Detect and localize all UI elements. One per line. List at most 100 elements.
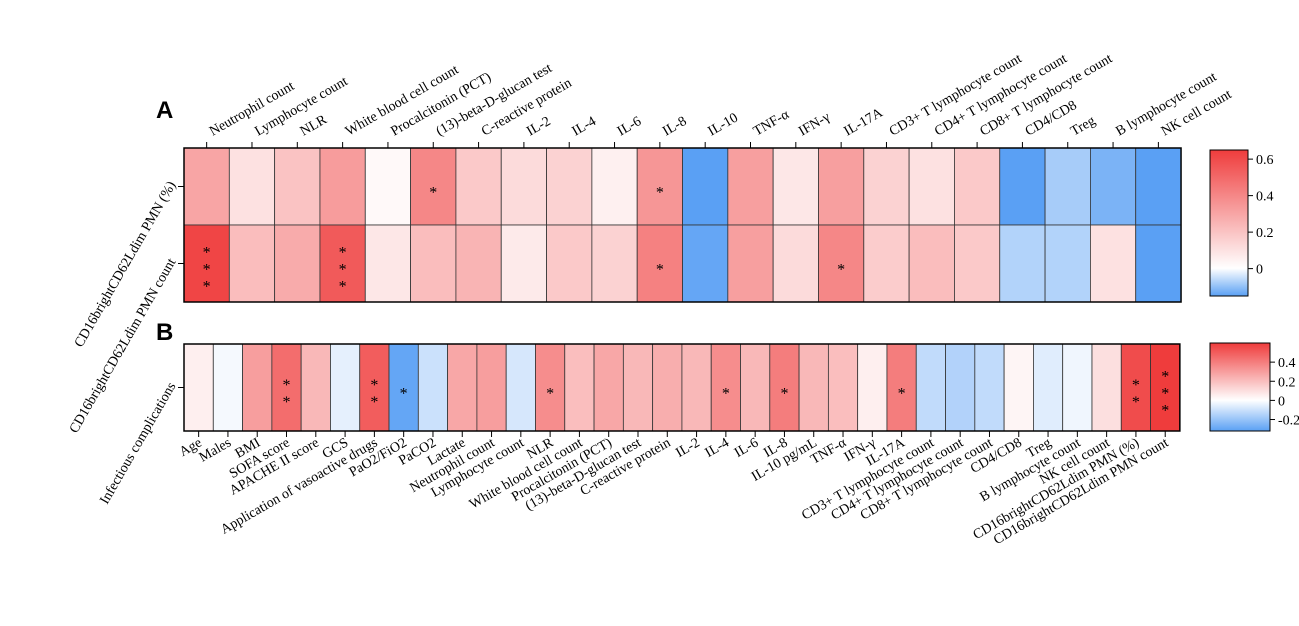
heatmap-a-cell-r1-c7 <box>500 224 547 303</box>
heatmap-a-cell-r0-c11 <box>682 147 729 226</box>
colorbar-a: 0.6 0.4 0.2 0 <box>1209 149 1274 297</box>
heatmap-a-significance-r1-c0: * <box>203 245 211 262</box>
colorbar-a-tick-label: 0.4 <box>1256 190 1274 205</box>
heatmap-a-cell-r1-c8 <box>546 224 593 303</box>
heatmap-a-cell-r0-c18 <box>999 147 1046 226</box>
heatmap-a-cell-r1-c10 <box>636 224 683 303</box>
heatmap-b-cell-r0-c11 <box>505 343 536 432</box>
heatmap-b-significance-r0-c33: * <box>1161 386 1169 403</box>
heatmap-a-frame <box>183 147 1182 303</box>
heatmap-b-cell-r0-c17 <box>681 343 712 432</box>
heatmap-a-cell-r1-c11 <box>682 224 729 303</box>
heatmap-a-cell-r1-c19 <box>1044 224 1091 303</box>
heatmap-a-significance-r0-c10: * <box>656 185 664 202</box>
heatmap-a-significance-r1-c14: * <box>837 262 845 279</box>
heatmap-a-cell-r1-c17 <box>954 224 1001 303</box>
colorbar-a-tick-label: 0.6 <box>1256 153 1274 168</box>
heatmap-b-cell-r0-c26 <box>945 343 976 432</box>
heatmap-a-significance-r1-c0: * <box>203 262 211 279</box>
heatmap-b-significance-r0-c20: * <box>780 386 788 403</box>
heatmap-a-x-label: IL-8 <box>660 114 689 139</box>
heatmap-b-cell-r0-c24 <box>886 343 917 432</box>
heatmap-b-cell-r0-c10 <box>476 343 507 432</box>
colorbar-b-tick-label: -0.2 <box>1278 414 1299 429</box>
heatmap-a-cell-r1-c1 <box>228 224 276 303</box>
heatmap-b-cell-r0-c21 <box>798 343 829 432</box>
heatmap-b-significance-r0-c24: * <box>898 386 906 403</box>
heatmap-b-significance-r0-c33: * <box>1161 369 1169 386</box>
heatmap-a-cell-r0-c20 <box>1090 147 1137 226</box>
heatmap-a-x-label: IL-4 <box>570 114 599 139</box>
heatmap-a-cell-r0-c9 <box>591 147 638 226</box>
heatmap-a-cell-r0-c10 <box>636 147 683 226</box>
panel-label-b: B <box>156 319 173 346</box>
heatmap-b-cell-r0-c2 <box>242 343 273 432</box>
heatmap-a-cell-r1-c20 <box>1090 224 1137 303</box>
colorbar-b-gradient <box>1209 342 1271 432</box>
heatmap-a-cell-r0-c19 <box>1044 147 1091 226</box>
heatmap-a-cell-r1-c0 <box>183 224 230 303</box>
heatmap-a-x-label: Treg <box>1068 114 1098 140</box>
heatmap-a-significance-r1-c3: * <box>339 245 347 262</box>
heatmap-b-cell-r0-c4 <box>300 343 331 432</box>
heatmap-a-cell-r0-c13 <box>772 147 819 226</box>
heatmap-a-cell-r0-c21 <box>1135 147 1182 226</box>
heatmap-b-cell-r0-c9 <box>447 343 478 432</box>
heatmap-a-cell-r1-c18 <box>999 224 1046 303</box>
heatmap-b-cell-r0-c5 <box>330 343 361 432</box>
heatmap-b-cell-r0-c23 <box>857 343 888 432</box>
heatmap-b-significance-r0-c6: * <box>370 377 378 394</box>
colorbar-b-tick-label: 0 <box>1278 394 1285 409</box>
heatmap-a-significance-r0-c5: * <box>429 185 437 202</box>
heatmap-a-cell-r0-c3 <box>319 147 366 226</box>
heatmap-b-cell-r0-c20 <box>769 343 800 432</box>
heatmap-a-cell-r1-c2 <box>274 224 321 303</box>
heatmap-a-significance-r1-c0: * <box>203 279 211 296</box>
heatmap-a-cell-r0-c17 <box>954 147 1001 226</box>
heatmap-a-x-label: IL-17A <box>842 105 887 139</box>
heatmap-a-cell-r0-c6 <box>455 147 502 226</box>
heatmap-b-significance-r0-c6: * <box>370 394 378 411</box>
colorbar-b-tick-label: 0.2 <box>1278 375 1296 390</box>
heatmap-a-cell-r1-c16 <box>908 224 955 303</box>
heatmap-b-x-label: IL-6 <box>732 435 761 460</box>
heatmap-b-significance-r0-c18: * <box>722 386 730 403</box>
heatmap-b-x-label: Males <box>197 435 234 465</box>
heatmap-a-cell-r1-c6 <box>455 224 502 303</box>
heatmap-a-x-label: TNF-α <box>751 107 792 140</box>
heatmap-b-cell-r0-c13 <box>564 343 595 432</box>
heatmap-a-cell-r1-c4 <box>364 224 411 303</box>
heatmap-a-x-label: NLR <box>298 112 330 139</box>
heatmap-b-significance-r0-c7: * <box>400 386 408 403</box>
heatmap-a-cell-r1-c13 <box>772 224 819 303</box>
heatmap-a-cell-r0-c8 <box>546 147 593 226</box>
heatmap-b-cell-r0-c14 <box>593 343 624 432</box>
heatmap-b-significance-r0-c12: * <box>546 386 554 403</box>
colorbar-a-tick-label: 0.2 <box>1256 226 1274 241</box>
heatmap-a-cell-r0-c15 <box>863 147 910 226</box>
heatmap-a-cell-r0-c5 <box>410 147 457 226</box>
heatmap-b-cell-r0-c27 <box>974 343 1005 432</box>
heatmap-a-cell-r0-c2 <box>274 147 321 226</box>
heatmap-a-cell-r0-c16 <box>908 147 955 226</box>
panel-label-a: A <box>156 97 173 124</box>
colorbar-a-tick-label: 0 <box>1256 263 1263 278</box>
colorbar-b: 0.4 0.2 0 -0.2 <box>1209 342 1299 432</box>
heatmap-a-significance-r1-c10: * <box>656 262 664 279</box>
heatmap-b-cell-r0-c28 <box>1003 343 1034 432</box>
heatmap-b-y-label: Infectious complications <box>97 380 179 507</box>
colorbar-a-gradient <box>1209 149 1249 297</box>
heatmap-a-cell-r1-c5 <box>410 224 457 303</box>
heatmap-b-cell-r0-c25 <box>915 343 946 432</box>
heatmap-a-x-label: IL-6 <box>615 114 644 139</box>
heatmap-b-cell-r0-c15 <box>622 343 654 432</box>
heatmap-a-x-label: IFN-γ <box>796 110 832 140</box>
heatmap-a-significance-r1-c3: * <box>339 262 347 279</box>
heatmap-b-cell-r0-c0 <box>183 343 214 432</box>
heatmap-a-cell-r1-c21 <box>1135 224 1182 303</box>
heatmap-b-cell-r0-c3 <box>271 343 302 432</box>
heatmap-b-cell-r0-c29 <box>1033 343 1064 432</box>
heatmap-a-cell-r0-c1 <box>228 147 276 226</box>
